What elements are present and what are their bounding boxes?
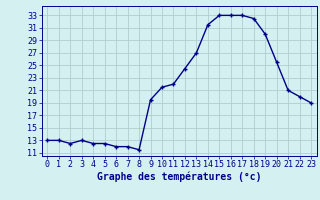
X-axis label: Graphe des températures (°c): Graphe des températures (°c) <box>97 172 261 182</box>
